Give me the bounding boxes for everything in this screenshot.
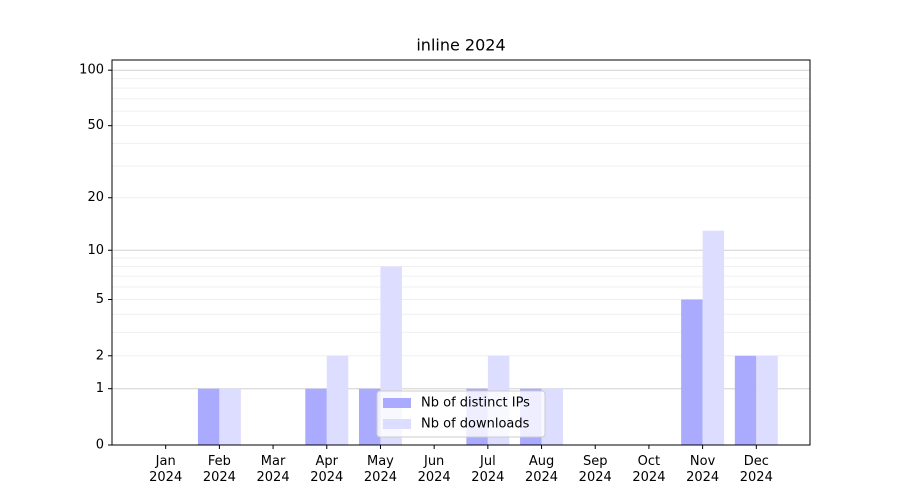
- bar: [197, 388, 220, 445]
- y-tick-label: 5: [96, 292, 104, 307]
- y-tick-label: 2: [96, 348, 104, 363]
- y-tick-label: 10: [87, 243, 104, 258]
- legend: Nb of distinct IPs Nb of downloads: [376, 390, 546, 438]
- y-tick-label: 50: [87, 118, 104, 133]
- x-tick-label: Feb 2024: [202, 454, 236, 485]
- x-tick-label: Mar 2024: [256, 454, 290, 485]
- y-tick-label: 0: [96, 438, 104, 453]
- bar: [734, 355, 757, 445]
- y-tick-label: 100: [79, 63, 104, 78]
- y-tick-label: 1: [96, 381, 104, 396]
- plot-frame: [111, 59, 811, 446]
- bar: [541, 388, 564, 445]
- bar: [756, 355, 778, 445]
- x-tick-label: Dec 2024: [739, 454, 773, 485]
- bar: [702, 230, 725, 445]
- bar: [681, 299, 703, 445]
- x-tick-label: Oct 2024: [632, 454, 666, 485]
- bar: [326, 355, 349, 445]
- x-tick-label: Sep 2024: [578, 454, 612, 485]
- x-tick-label: Jun 2024: [417, 454, 451, 485]
- x-tick-label: Nov 2024: [686, 454, 720, 485]
- x-tick-label: Apr 2024: [310, 454, 344, 485]
- legend-box: [376, 390, 546, 438]
- chart-title: inline 2024: [416, 36, 505, 55]
- x-tick-label: May 2024: [363, 454, 397, 485]
- x-tick-label: Aug 2024: [524, 454, 559, 485]
- legend-swatch: [383, 419, 411, 429]
- legend-swatch: [383, 398, 411, 408]
- bar: [305, 388, 327, 445]
- legend-label: Nb of distinct IPs: [421, 396, 530, 411]
- x-tick-label: Jul 2024: [471, 454, 505, 485]
- y-tick-label: 20: [87, 190, 104, 205]
- bar: [219, 388, 241, 445]
- legend-label: Nb of downloads: [421, 417, 530, 432]
- x-tick-label: Jan 2024: [149, 454, 183, 485]
- bar: [358, 388, 381, 445]
